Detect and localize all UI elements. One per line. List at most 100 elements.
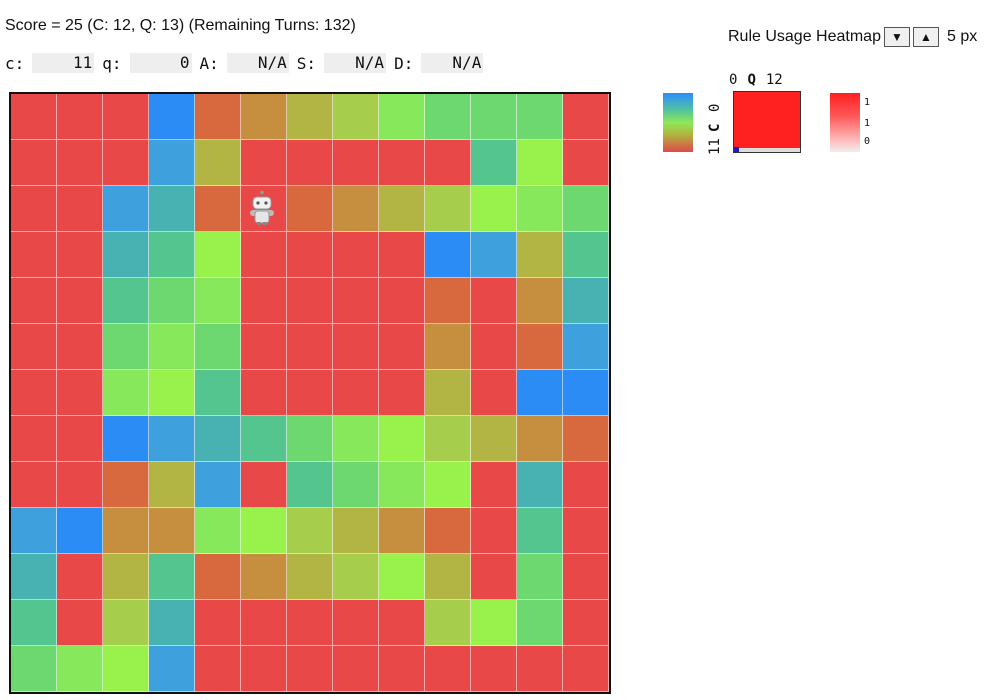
board-cell[interactable] <box>563 462 609 508</box>
board-cell[interactable] <box>333 462 379 508</box>
board-cell[interactable] <box>333 508 379 554</box>
board-cell[interactable] <box>57 232 103 278</box>
board-cell[interactable] <box>517 370 563 416</box>
board-cell[interactable] <box>11 600 57 646</box>
board-cell[interactable] <box>333 646 379 692</box>
board-cell[interactable] <box>333 324 379 370</box>
board-cell[interactable] <box>379 186 425 232</box>
board-cell[interactable] <box>517 324 563 370</box>
shrink-button[interactable]: ▼ <box>883 27 910 47</box>
board-cell[interactable] <box>379 554 425 600</box>
board-cell[interactable] <box>287 600 333 646</box>
grow-button[interactable]: ▲ <box>912 27 939 47</box>
board-cell[interactable] <box>103 462 149 508</box>
board-cell[interactable] <box>517 186 563 232</box>
board-cell[interactable] <box>425 508 471 554</box>
board-cell[interactable] <box>241 600 287 646</box>
board-cell[interactable] <box>149 416 195 462</box>
board-cell[interactable] <box>11 554 57 600</box>
board-cell[interactable] <box>333 600 379 646</box>
board-cell[interactable] <box>57 416 103 462</box>
board-cell[interactable] <box>287 462 333 508</box>
board-cell[interactable] <box>57 94 103 140</box>
board-cell[interactable] <box>563 324 609 370</box>
board-cell[interactable] <box>149 278 195 324</box>
board-cell[interactable] <box>149 370 195 416</box>
board-cell[interactable] <box>517 600 563 646</box>
board-cell[interactable] <box>471 140 517 186</box>
board-cell[interactable] <box>57 140 103 186</box>
board-cell[interactable] <box>471 186 517 232</box>
board-cell[interactable] <box>563 600 609 646</box>
board-cell[interactable] <box>471 324 517 370</box>
board-cell[interactable] <box>563 554 609 600</box>
board-cell[interactable] <box>425 370 471 416</box>
board-cell[interactable] <box>57 370 103 416</box>
board-cell[interactable] <box>11 324 57 370</box>
board-cell[interactable] <box>517 646 563 692</box>
board-cell[interactable] <box>149 462 195 508</box>
board-cell[interactable] <box>103 278 149 324</box>
board-cell[interactable] <box>379 370 425 416</box>
board-cell[interactable] <box>333 94 379 140</box>
board-cell[interactable] <box>241 462 287 508</box>
board-cell[interactable] <box>149 508 195 554</box>
board-cell[interactable] <box>425 554 471 600</box>
board-cell[interactable] <box>563 416 609 462</box>
board-cell[interactable] <box>103 554 149 600</box>
board-cell[interactable] <box>103 186 149 232</box>
board-cell[interactable] <box>103 600 149 646</box>
board-cell[interactable] <box>287 186 333 232</box>
game-board[interactable] <box>9 92 611 694</box>
board-cell[interactable] <box>57 278 103 324</box>
board-cell[interactable] <box>57 508 103 554</box>
board-cell[interactable] <box>471 370 517 416</box>
board-cell[interactable] <box>57 554 103 600</box>
board-cell[interactable] <box>379 324 425 370</box>
board-cell[interactable] <box>517 508 563 554</box>
board-cell[interactable] <box>471 94 517 140</box>
board-cell[interactable] <box>425 140 471 186</box>
board-cell[interactable] <box>425 462 471 508</box>
board-cell[interactable] <box>57 186 103 232</box>
board-cell[interactable] <box>333 278 379 324</box>
board-cell[interactable] <box>563 370 609 416</box>
board-cell[interactable] <box>195 508 241 554</box>
board-cell[interactable] <box>241 278 287 324</box>
board-cell[interactable] <box>287 370 333 416</box>
board-cell[interactable] <box>287 554 333 600</box>
board-cell[interactable] <box>517 416 563 462</box>
board-cell[interactable] <box>425 646 471 692</box>
board-cell[interactable] <box>149 600 195 646</box>
board-cell[interactable] <box>241 646 287 692</box>
board-cell[interactable] <box>379 94 425 140</box>
board-cell[interactable] <box>379 232 425 278</box>
board-cell[interactable] <box>287 140 333 186</box>
board-cell[interactable] <box>563 508 609 554</box>
board-cell[interactable] <box>287 324 333 370</box>
board-cell[interactable] <box>241 94 287 140</box>
board-cell[interactable] <box>471 232 517 278</box>
board-cell[interactable] <box>333 140 379 186</box>
board-cell[interactable] <box>11 646 57 692</box>
board-cell[interactable] <box>241 370 287 416</box>
board-cell[interactable] <box>425 186 471 232</box>
board-cell[interactable] <box>333 370 379 416</box>
board-cell[interactable] <box>103 370 149 416</box>
board-cell[interactable] <box>563 140 609 186</box>
board-cell[interactable] <box>287 94 333 140</box>
board-cell[interactable] <box>11 278 57 324</box>
board-cell[interactable] <box>195 232 241 278</box>
board-cell[interactable] <box>103 508 149 554</box>
board-cell[interactable] <box>379 416 425 462</box>
board-cell[interactable] <box>103 94 149 140</box>
board-cell[interactable] <box>379 462 425 508</box>
board-cell[interactable] <box>241 324 287 370</box>
board-cell[interactable] <box>287 416 333 462</box>
board-cell[interactable] <box>57 600 103 646</box>
board-cell[interactable] <box>195 646 241 692</box>
board-cell[interactable] <box>563 646 609 692</box>
board-cell[interactable] <box>11 140 57 186</box>
board-cell[interactable] <box>241 140 287 186</box>
board-cell[interactable] <box>471 646 517 692</box>
